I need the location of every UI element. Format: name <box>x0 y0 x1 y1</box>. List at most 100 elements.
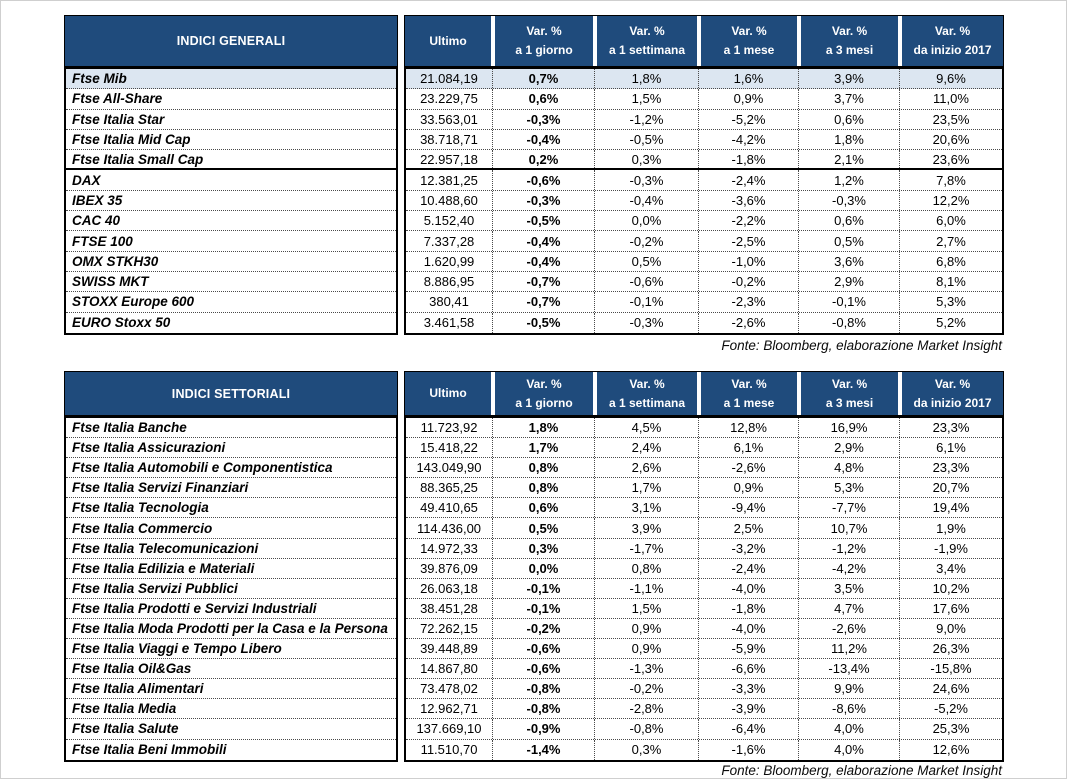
value-cell: 0,6% <box>492 498 594 518</box>
value-cell: 11,0% <box>899 89 1002 109</box>
value-cell: 23,3% <box>899 418 1002 438</box>
value-cell: 38.718,71 <box>420 132 478 148</box>
table-row: 5.152,40 -0,5% 0,0% -2,2% 0,6% 6,0% <box>406 211 1002 232</box>
column-header: Var. % a 1 giorno <box>491 16 593 66</box>
index-row-label: Ftse Italia Oil&Gas <box>66 659 396 680</box>
value-cell: -2,5% <box>698 231 798 251</box>
value-cell: 2,9% <box>798 438 899 458</box>
value-cell: 1,9% <box>899 518 1002 538</box>
table-row: 21.084,19 0,7% 1,8% 1,6% 3,9% 9,6% <box>406 69 1002 90</box>
value-cell: -0,6% <box>594 271 698 292</box>
value-cell: 2,5% <box>698 518 798 538</box>
value-cell: 0,8% <box>594 558 698 578</box>
value-cell: 5,3% <box>798 478 899 498</box>
value-cell: 7.337,28 <box>423 233 475 249</box>
value-cell: 6,1% <box>899 438 1002 458</box>
value-cell: 1,6% <box>698 69 798 89</box>
value-cell: -4,0% <box>698 618 798 639</box>
value-cell: 39.448,89 <box>420 641 478 657</box>
value-cell: 4,8% <box>798 458 899 478</box>
value-cell: -0,3% <box>492 109 594 129</box>
index-row-label: Ftse Italia Small Cap <box>66 150 396 171</box>
value-cell: 7,8% <box>899 170 1002 190</box>
value-cell: -2,6% <box>698 312 798 333</box>
value-cell: -0,4% <box>492 129 594 150</box>
column-gap <box>398 371 404 416</box>
value-cell: 26.063,18 <box>420 580 478 596</box>
value-cell: -1,3% <box>594 659 698 679</box>
value-cell: -0,5% <box>492 312 594 333</box>
data-values-column: 11.723,92 1,8% 4,5% 12,8% 16,9% 23,3% 15.418,2… <box>404 416 1004 762</box>
value-cell: 1,7% <box>594 478 698 498</box>
table-row: 38.718,71 -0,4% -0,5% -4,2% 1,8% 20,6% <box>406 129 1002 151</box>
value-cell: 12.381,25 <box>420 172 478 188</box>
value-cell: -3,3% <box>698 679 798 699</box>
table-row: 12.962,71 -0,8% -2,8% -3,9% -8,6% -5,2% <box>406 699 1002 720</box>
value-cell: 23,3% <box>899 458 1002 478</box>
value-cell: -4,2% <box>798 558 899 578</box>
value-cell: 11.723,92 <box>420 420 478 436</box>
table-row: 3.461,58 -0,5% -0,3% -2,6% -0,8% 5,2% <box>406 312 1002 333</box>
index-row-label: Ftse Italia Assicurazioni <box>66 438 396 459</box>
value-cell: -4,2% <box>698 129 798 150</box>
value-cell: 2,7% <box>899 231 1002 251</box>
value-cell: -0,8% <box>798 312 899 333</box>
value-cell: 2,9% <box>798 271 899 292</box>
index-row-label: IBEX 35 <box>66 191 396 212</box>
value-cell: -3,9% <box>698 699 798 719</box>
value-cell: -0,2% <box>492 618 594 639</box>
value-cell: 0,8% <box>492 478 594 498</box>
table-row: 88.365,25 0,8% 1,7% 0,9% 5,3% 20,7% <box>406 478 1002 499</box>
column-header: Var. % da inizio 2017 <box>898 372 1003 415</box>
value-cell: -1,4% <box>492 739 594 760</box>
column-header: Var. % a 1 settimana <box>593 16 697 66</box>
column-header: Var. % a 3 mesi <box>797 372 898 415</box>
value-cell: 15.418,22 <box>420 440 478 456</box>
value-cell: 3,5% <box>798 578 899 598</box>
value-cell: 0,5% <box>798 231 899 251</box>
value-cell: -0,2% <box>594 231 698 251</box>
value-cell: 0,5% <box>594 251 698 271</box>
table-row: 7.337,28 -0,4% -0,2% -2,5% 0,5% 2,7% <box>406 231 1002 252</box>
value-cell: 0,8% <box>492 458 594 478</box>
value-cell: 0,6% <box>798 211 899 231</box>
value-cell: 0,9% <box>698 89 798 109</box>
value-cell: 12,6% <box>899 739 1002 760</box>
value-cell: 19,4% <box>899 498 1002 518</box>
index-row-label: Ftse Italia Commercio <box>66 518 396 539</box>
value-cell: -2,8% <box>594 699 698 719</box>
table-row: 1.620,99 -0,4% 0,5% -1,0% 3,6% 6,8% <box>406 251 1002 272</box>
value-cell: 6,8% <box>899 251 1002 271</box>
table-row: 8.886,95 -0,7% -0,6% -0,2% 2,9% 8,1% <box>406 271 1002 293</box>
column-gap <box>398 67 404 335</box>
value-cell: 0,6% <box>492 89 594 109</box>
value-cell: -2,3% <box>698 292 798 312</box>
source-note: Fonte: Bloomberg, elaborazione Market In… <box>721 763 1002 778</box>
table-row: 15.418,22 1,7% 2,4% 6,1% 2,9% 6,1% <box>406 438 1002 459</box>
value-cell: -1,7% <box>594 538 698 558</box>
value-cell: 20,6% <box>899 129 1002 150</box>
table-row: 38.451,28 -0,1% 1,5% -1,8% 4,7% 17,6% <box>406 598 1002 619</box>
value-cell: 0,9% <box>594 618 698 639</box>
value-cell: 5,2% <box>899 312 1002 333</box>
value-cell: 3.461,58 <box>423 315 475 331</box>
value-cell: 0,9% <box>594 639 698 659</box>
value-cell: 23,5% <box>899 109 1002 129</box>
value-cell: 1,2% <box>798 170 899 190</box>
index-row-label: Ftse Italia Mid Cap <box>66 130 396 151</box>
value-cell: -0,8% <box>594 719 698 739</box>
value-cell: 5.152,40 <box>423 213 475 229</box>
index-row-label: EURO Stoxx 50 <box>72 315 171 331</box>
value-cell: 12.962,71 <box>420 701 478 717</box>
index-row-label: Ftse Italia Automobili e Componentistica <box>66 458 396 479</box>
value-cell: 4,0% <box>798 719 899 739</box>
value-cell: -1,1% <box>594 578 698 598</box>
value-cell: -1,0% <box>698 251 798 271</box>
value-cell: 1,5% <box>594 598 698 618</box>
value-cell: 8.886,95 <box>423 274 475 290</box>
index-name-column: Ftse Mib Ftse All-Share Ftse Italia Star Ft… <box>64 67 398 335</box>
value-cell: 0,0% <box>492 558 594 578</box>
column-header: Var. % da inizio 2017 <box>898 16 1003 66</box>
index-row-label: Ftse Italia Servizi Finanziari <box>66 478 396 499</box>
index-row-label: FTSE 100 <box>66 231 396 252</box>
